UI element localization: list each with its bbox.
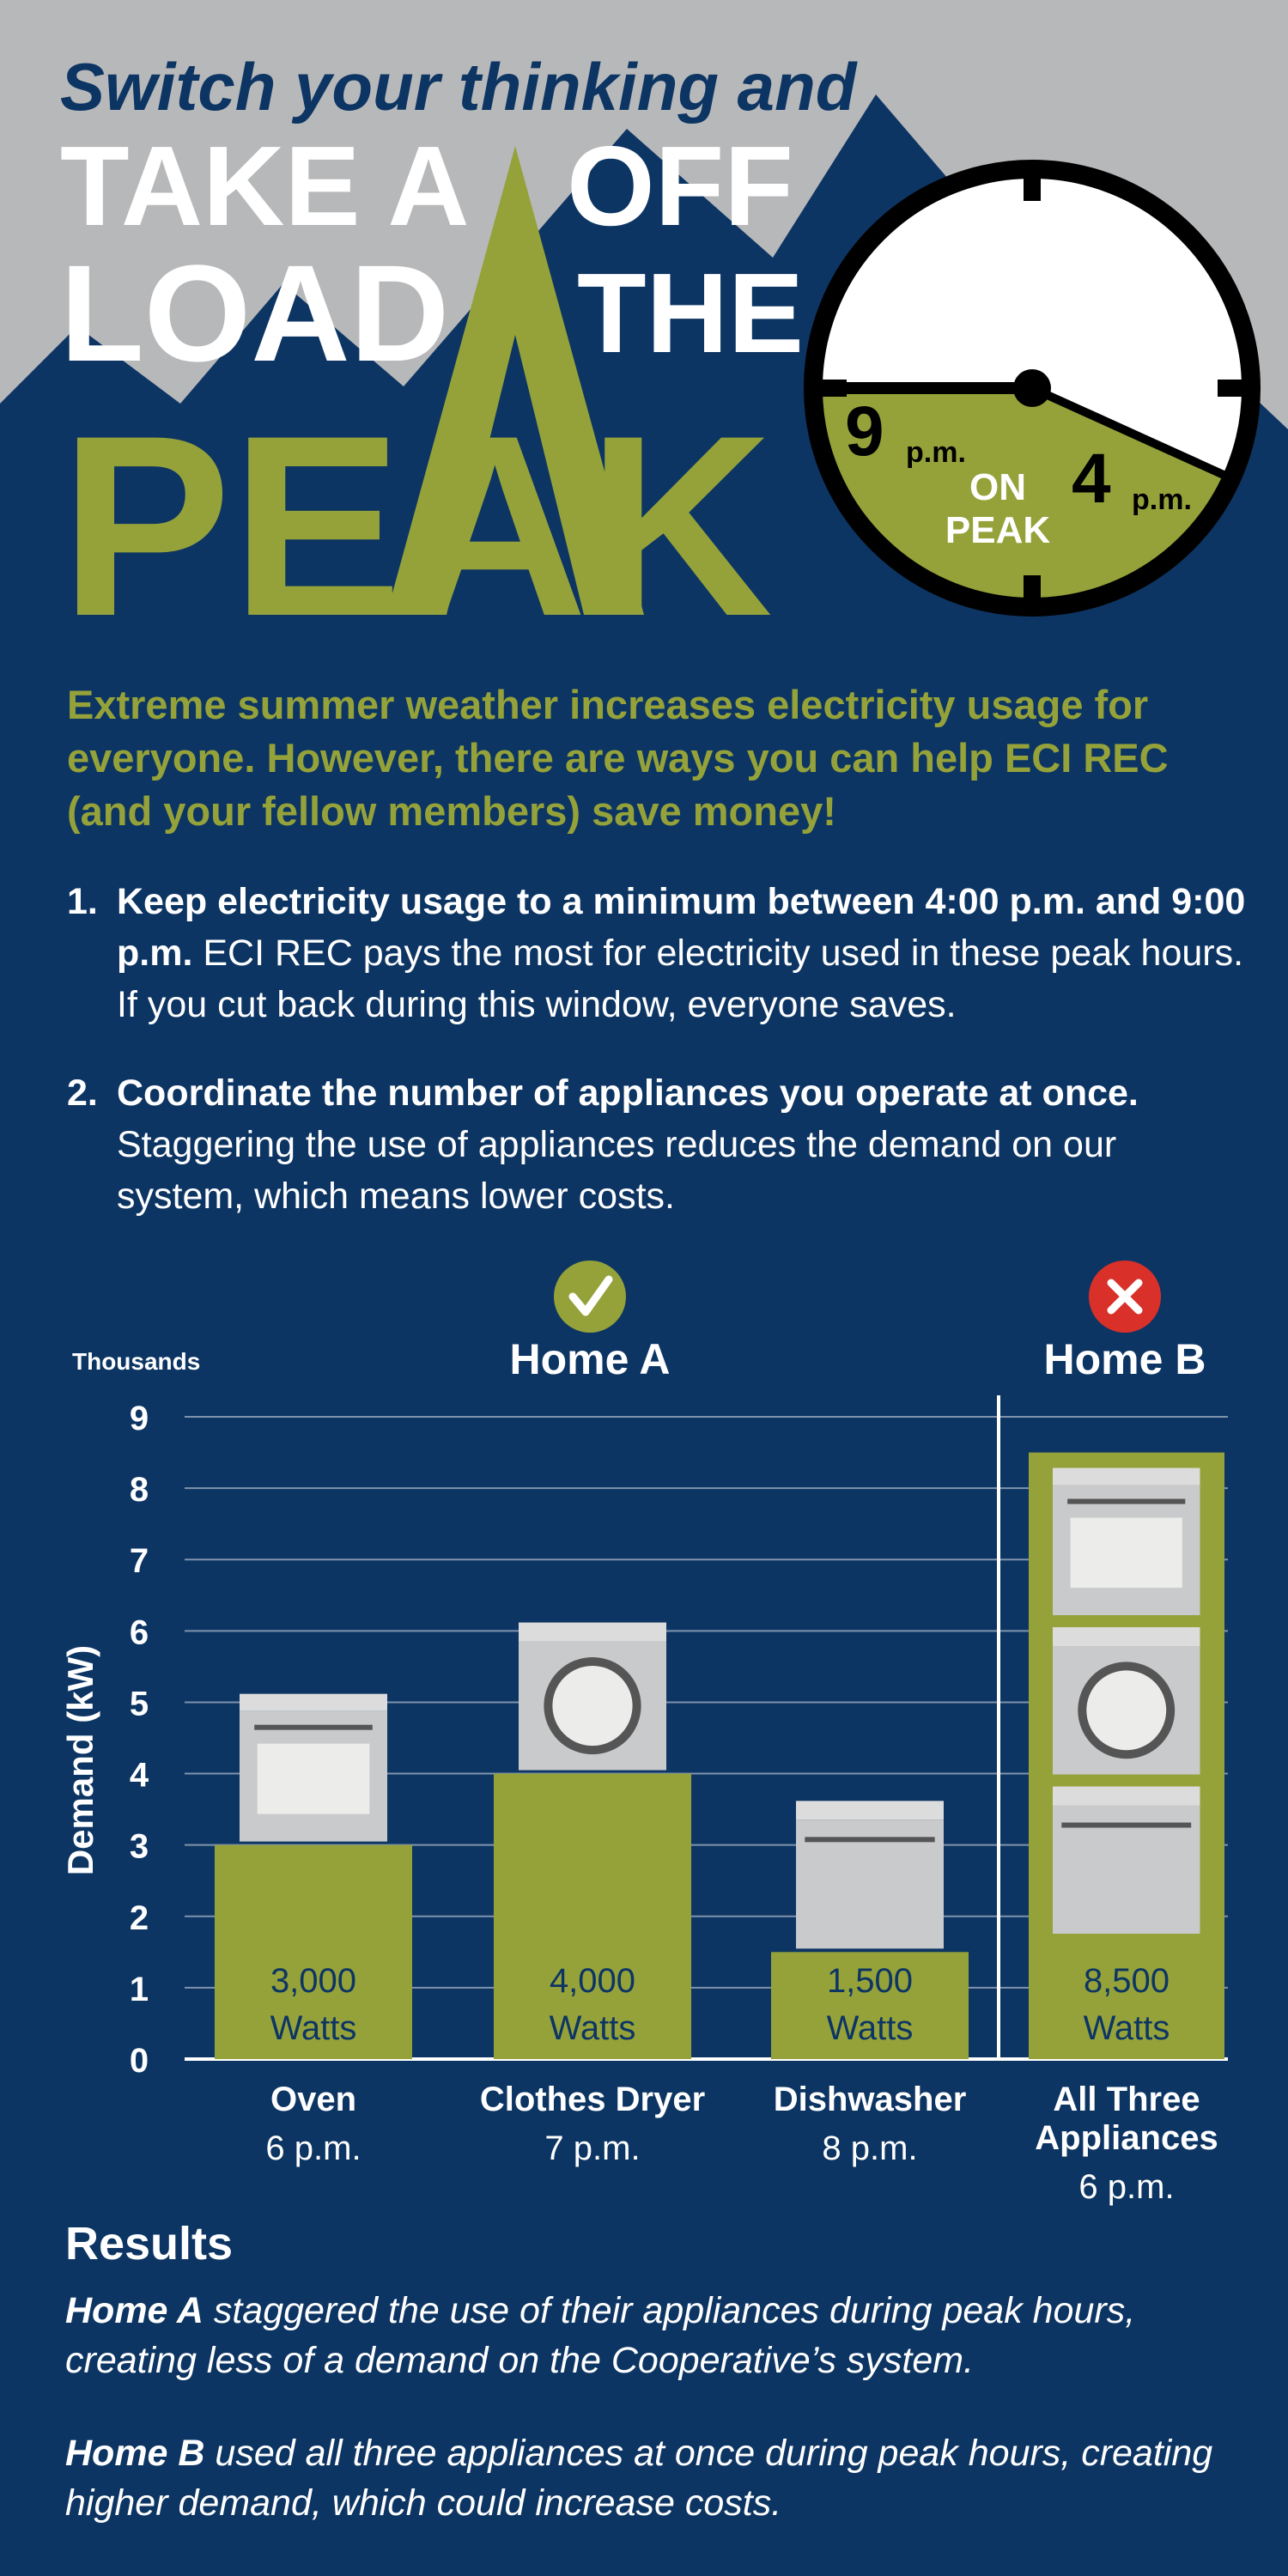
group-title: Home A: [509, 1335, 670, 1383]
clock-rim: [804, 160, 1261, 617]
bar: [771, 1952, 969, 2059]
dishwasher-control-panel: [796, 1801, 944, 1820]
clock-end-suffix: p.m.: [1132, 483, 1192, 516]
y-tick-label: 0: [130, 2042, 149, 2080]
y-axis-title: Demand (kW): [60, 1645, 100, 1875]
result-item-home-a: Home A staggered the use of their applia…: [65, 2286, 1233, 2385]
header-load: LOAD: [60, 236, 449, 390]
oven-control-panel: [1053, 1467, 1200, 1485]
clock-label-peak: PEAK: [945, 509, 1050, 551]
tip-heading: Keep electricity usage to a minimum betw…: [117, 881, 1246, 974]
demand-bar-chart: 0 1 2 3 4 5 6 7 8 9 Thousands Demand (kW) Home A Home…: [60, 1261, 1228, 2206]
clock-tick-3: [1218, 380, 1249, 397]
peak-spike-shape: [386, 146, 644, 615]
dishwasher-handle: [1061, 1822, 1192, 1828]
bar-value-label: 3,000: [270, 1962, 356, 2000]
x-category-label: Clothes Dryer: [480, 2081, 705, 2118]
dryer-door: [544, 1656, 641, 1755]
result-text: staggered the use of their appliances du…: [65, 2290, 1136, 2381]
x-category-label: Oven: [270, 2081, 356, 2118]
x-time-label: 7 p.m.: [544, 2129, 640, 2167]
oven-handle: [1067, 1498, 1186, 1504]
result-heading: Home B: [65, 2433, 205, 2474]
oven-handle: [254, 1724, 373, 1730]
oven-control-panel: [240, 1693, 387, 1711]
y-tick-label: 1: [130, 1971, 149, 2008]
clock-start-hour: 9: [845, 392, 884, 471]
bar-value-label: 8,500: [1084, 1962, 1170, 2000]
results-title: Results: [65, 2218, 234, 2269]
clock-center: [1013, 369, 1051, 407]
clock-end-hour: 4: [1072, 440, 1111, 518]
y-tick-label: 3: [130, 1828, 149, 1866]
x-time-label: 6 p.m.: [1078, 2168, 1174, 2206]
units-note: Thousands: [72, 1348, 200, 1375]
group-title: Home B: [1044, 1335, 1206, 1383]
dishwasher-handle: [805, 1837, 935, 1843]
result-item-home-b: Home B used all three appliances at once…: [65, 2428, 1233, 2528]
result-text: used all three appliances at once during…: [65, 2433, 1213, 2524]
bar-unit-label: Watts: [827, 2009, 914, 2047]
x-category-label: All Three: [1053, 2081, 1200, 2118]
header-kicker: Switch your thinking and: [60, 49, 858, 125]
on-peak-clock: 9 p.m. 4 p.m. ON PEAK: [804, 160, 1261, 617]
tip-number: 2.: [67, 1072, 98, 1114]
tip-text: Staggering the use of appliances reduces…: [117, 1124, 1117, 1217]
oven-window: [1070, 1517, 1182, 1589]
clock-label-on: ON: [969, 466, 1026, 508]
y-tick-label: 5: [130, 1685, 149, 1722]
dryer-door: [1078, 1662, 1176, 1759]
clock-start-suffix: p.m.: [906, 436, 966, 469]
y-tick-label: 6: [130, 1613, 149, 1651]
x-time-label: 6 p.m.: [265, 2129, 361, 2167]
header-take-a: TAKE A: [60, 123, 470, 249]
x-category-label: Dishwasher: [774, 2081, 967, 2118]
dishwasher-control-panel: [1053, 1786, 1200, 1806]
y-tick-label: 4: [130, 1757, 149, 1795]
clock-tick-6: [1024, 575, 1041, 606]
check-icon: [568, 1275, 613, 1316]
tip-heading: Coordinate the number of appliances you …: [117, 1072, 1139, 1114]
bar-unit-label: Watts: [550, 2009, 636, 2047]
x-category-label: Appliances: [1035, 2119, 1218, 2157]
header-illustration: Switch your thinking and TAKE A OFF LOAD…: [0, 0, 1288, 653]
bar: [494, 1773, 691, 2059]
y-tick-label: 7: [130, 1542, 149, 1580]
tip-number: 1.: [67, 881, 98, 922]
oven-window: [257, 1743, 370, 1814]
bar: [215, 1844, 412, 2059]
check-badge: [554, 1261, 626, 1333]
dryer-control-panel: [519, 1622, 666, 1642]
tip-text: ECI REC pays the most for electricity us…: [117, 933, 1244, 1025]
cross-icon: [1107, 1279, 1143, 1315]
clock-hand-4: [1030, 384, 1226, 479]
header-off: OFF: [567, 123, 793, 249]
header-the: THE: [577, 250, 804, 376]
x-time-label: 8 p.m.: [822, 2129, 917, 2167]
dryer-control-panel: [1053, 1627, 1200, 1647]
bar-unit-label: Watts: [270, 2009, 357, 2047]
tip-item-1: 1. Keep electricity usage to a minimum b…: [67, 876, 1252, 1030]
intro-paragraph: Extreme summer weather increases electri…: [67, 682, 1169, 834]
y-tick-label: 2: [130, 1899, 149, 1937]
clock-on-peak-wedge: [813, 388, 1231, 607]
bar-unit-label: Watts: [1084, 2009, 1170, 2047]
result-heading: Home A: [65, 2290, 204, 2331]
y-tick-label: 9: [130, 1400, 149, 1437]
y-tick-label: 8: [130, 1471, 149, 1509]
bar-value-label: 1,500: [827, 1962, 913, 2000]
clock-tick-12: [1024, 170, 1041, 201]
tip-item-2: 2. Coordinate the number of appliances y…: [67, 1067, 1252, 1222]
bar-value-label: 4,000: [550, 1962, 635, 2000]
